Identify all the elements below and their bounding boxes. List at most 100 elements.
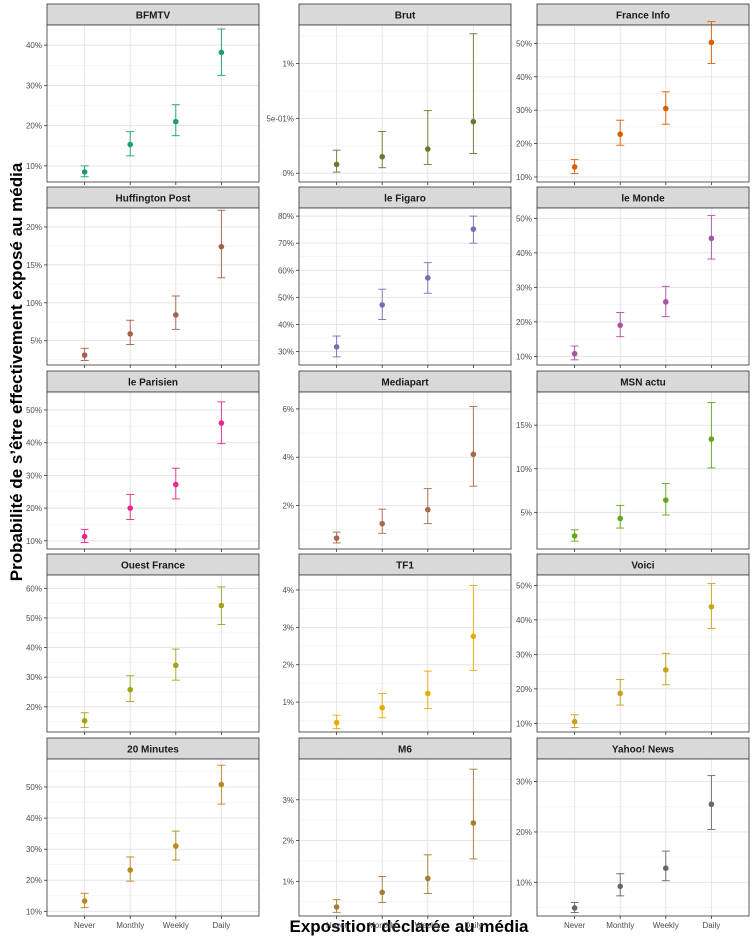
plot-area: [47, 759, 259, 916]
y-tick-label: 10%: [26, 162, 42, 171]
data-point: [424, 275, 431, 281]
panel-border: [46, 574, 260, 733]
panel-title: le Monde: [621, 194, 665, 205]
data-point: [424, 506, 431, 513]
y-tick-label: 40%: [26, 644, 42, 653]
panel-france-info: France Info10%20%30%40%50%NeverMonthlyWe…: [516, 3, 750, 196]
panel-ouest-france: Ouest France20%30%40%50%60%NeverMonthlyW…: [26, 553, 260, 746]
panel-20-minutes: 20 Minutes 10% 20% 30% 40% 50% Never Monthly Wee…: [26, 737, 260, 930]
y-tick-label: 10%: [516, 719, 532, 728]
y-tick-label: 50%: [516, 581, 532, 590]
y-tick-label: 40%: [26, 439, 42, 448]
y-tick-label: 20%: [516, 318, 532, 327]
panel-title: Mediapart: [381, 378, 429, 389]
data-point: [662, 667, 669, 673]
data-point: [172, 662, 179, 669]
data-point: [127, 686, 134, 693]
data-point: [617, 322, 624, 329]
y-tick-label: 50%: [278, 293, 294, 302]
y-tick-label: 50%: [26, 783, 42, 792]
data-point: [662, 299, 669, 305]
data-point: [379, 889, 386, 896]
y-tick-label: 30%: [516, 778, 532, 787]
x-tick-label: Daily: [702, 921, 720, 930]
data-point: [708, 603, 715, 610]
data-point: [218, 602, 225, 609]
y-tick-label: 30%: [26, 471, 42, 480]
panel-border: [536, 24, 750, 183]
panel-border: [536, 574, 750, 733]
data-point: [617, 131, 624, 138]
plot-area: [299, 392, 511, 549]
y-tick-label: 30%: [26, 673, 42, 682]
x-tick-label: Daily: [464, 921, 482, 930]
data-point: [571, 718, 578, 725]
data-point: [571, 533, 578, 539]
y-tick-label: 40%: [26, 41, 42, 50]
data-point: [424, 690, 431, 697]
y-tick-label: 60%: [278, 266, 294, 275]
x-tick-label: Monthly: [116, 921, 144, 930]
data-point: [379, 153, 386, 160]
y-tick-label: 0%: [282, 169, 294, 178]
y-tick-label: 30%: [516, 650, 532, 659]
y-tick-label: 15%: [516, 421, 532, 430]
y-tick-label: 2%: [282, 661, 294, 670]
data-point: [470, 118, 477, 125]
y-tick-label: 6%: [282, 405, 294, 414]
panel-title: MSN actu: [620, 378, 666, 389]
panel-border: [298, 574, 512, 733]
data-point: [379, 704, 386, 711]
data-point: [571, 164, 578, 170]
data-point: [662, 497, 669, 503]
data-point: [127, 141, 134, 148]
y-tick-label: 20%: [26, 122, 42, 131]
y-tick-label: 50%: [26, 614, 42, 623]
plot-area: [537, 208, 749, 365]
panel-title: Yahoo! News: [612, 745, 675, 756]
data-point: [617, 883, 624, 890]
plot-area: [299, 759, 511, 916]
data-point: [470, 633, 477, 640]
panel-huffington-post: Huffington Post5%10%15%20%NeverMonthlyWe…: [26, 186, 260, 379]
plot-area: [537, 759, 749, 916]
data-point: [470, 226, 477, 232]
data-point: [617, 515, 624, 522]
panel-le-parisien: le Parisien10%20%30%40%50%NeverMonthlyWe…: [26, 370, 260, 563]
data-point: [424, 875, 431, 882]
panel-title: le Figaro: [384, 194, 426, 205]
data-point: [333, 344, 340, 350]
panel-border: [298, 24, 512, 183]
y-tick-label: 2%: [282, 502, 294, 511]
y-axis-label: Probabilité de s’être effectivement expo…: [7, 162, 26, 581]
panel-border: [536, 391, 750, 550]
y-tick-label: 50%: [516, 39, 532, 48]
panel-title: France Info: [616, 11, 670, 22]
panel-title: M6: [398, 745, 412, 756]
panel-yahoo-news: Yahoo! News 10% 20% 30% Never Monthly Weekly Da…: [516, 737, 750, 930]
panel-title: Voici: [631, 561, 654, 572]
y-tick-label: 10%: [26, 299, 42, 308]
y-tick-label: 40%: [516, 73, 532, 82]
plot-area: [47, 392, 259, 549]
data-point: [127, 505, 134, 511]
y-tick-label: 40%: [26, 814, 42, 823]
data-point: [127, 867, 134, 873]
data-point: [662, 865, 669, 871]
data-point: [81, 898, 88, 904]
panel-le-figaro: le Figaro30%40%50%60%70%80%NeverMonthlyW…: [278, 186, 512, 379]
panel-border: [46, 24, 260, 183]
y-tick-label: 30%: [516, 283, 532, 292]
data-point: [172, 843, 179, 849]
y-tick-label: 5%: [30, 337, 42, 346]
y-tick-label: 60%: [26, 584, 42, 593]
panel-border: [46, 207, 260, 366]
y-tick-label: 10%: [26, 907, 42, 916]
y-tick-label: 50%: [516, 214, 532, 223]
plot-area: [537, 25, 749, 182]
x-tick-label: Weekly: [163, 921, 189, 930]
panel-title: Brut: [395, 11, 416, 22]
y-tick-label: 30%: [26, 81, 42, 90]
